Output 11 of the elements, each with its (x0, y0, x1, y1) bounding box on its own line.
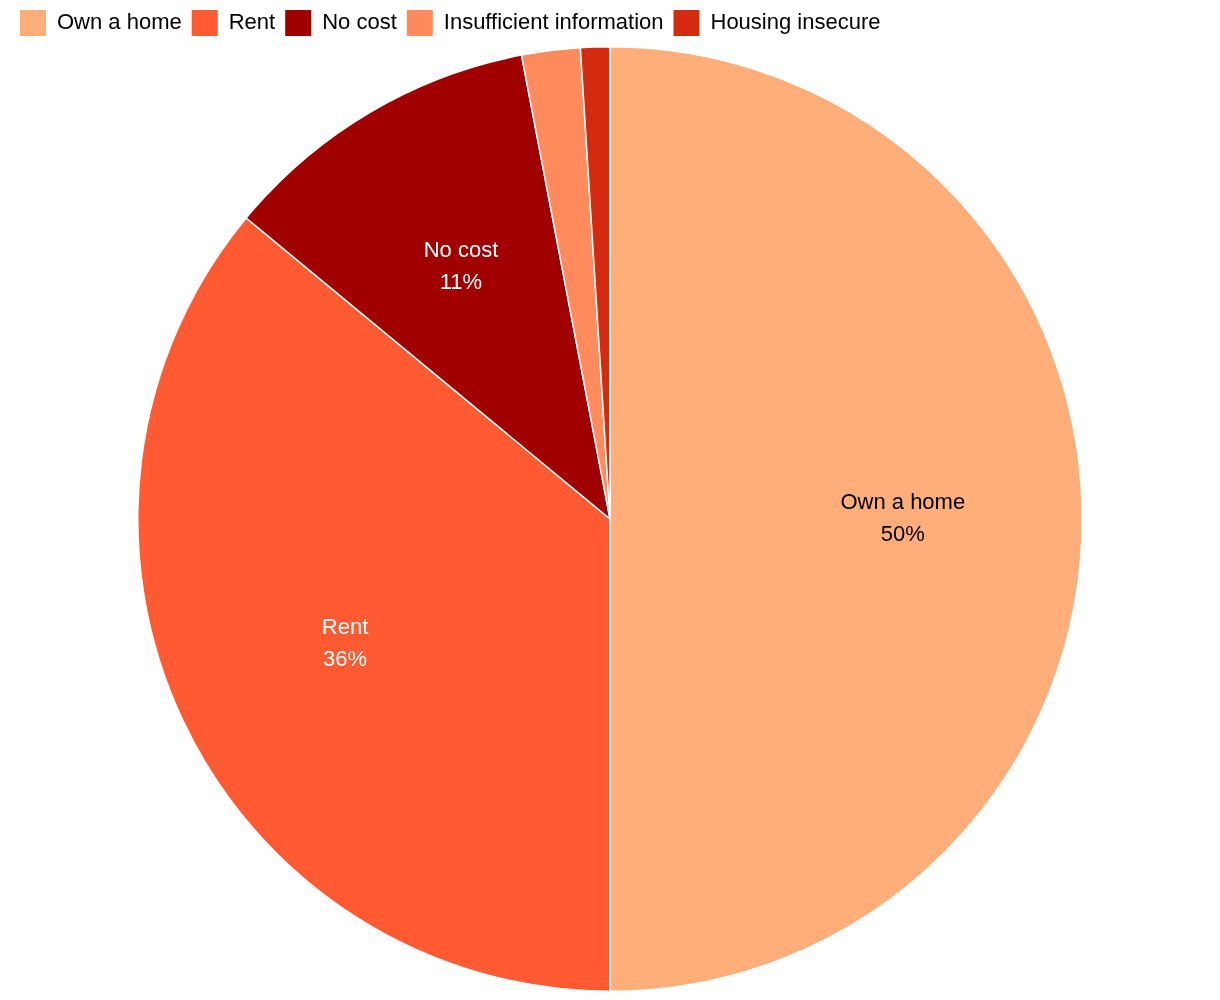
slice-label: No cost (423, 237, 499, 263)
legend-label: Insufficient information (443, 9, 664, 35)
data-label: 11% (439, 269, 483, 295)
legend-label: Own a home (57, 9, 182, 35)
slice-label: Own a home (840, 489, 966, 515)
data-label: 36% (323, 645, 368, 671)
slice-label: Rent (321, 613, 369, 639)
legend-label: Housing insecure (710, 9, 881, 35)
legend-label: Rent (228, 9, 276, 35)
legend-label: No cost (322, 9, 397, 35)
data-label: 50% (880, 521, 925, 547)
